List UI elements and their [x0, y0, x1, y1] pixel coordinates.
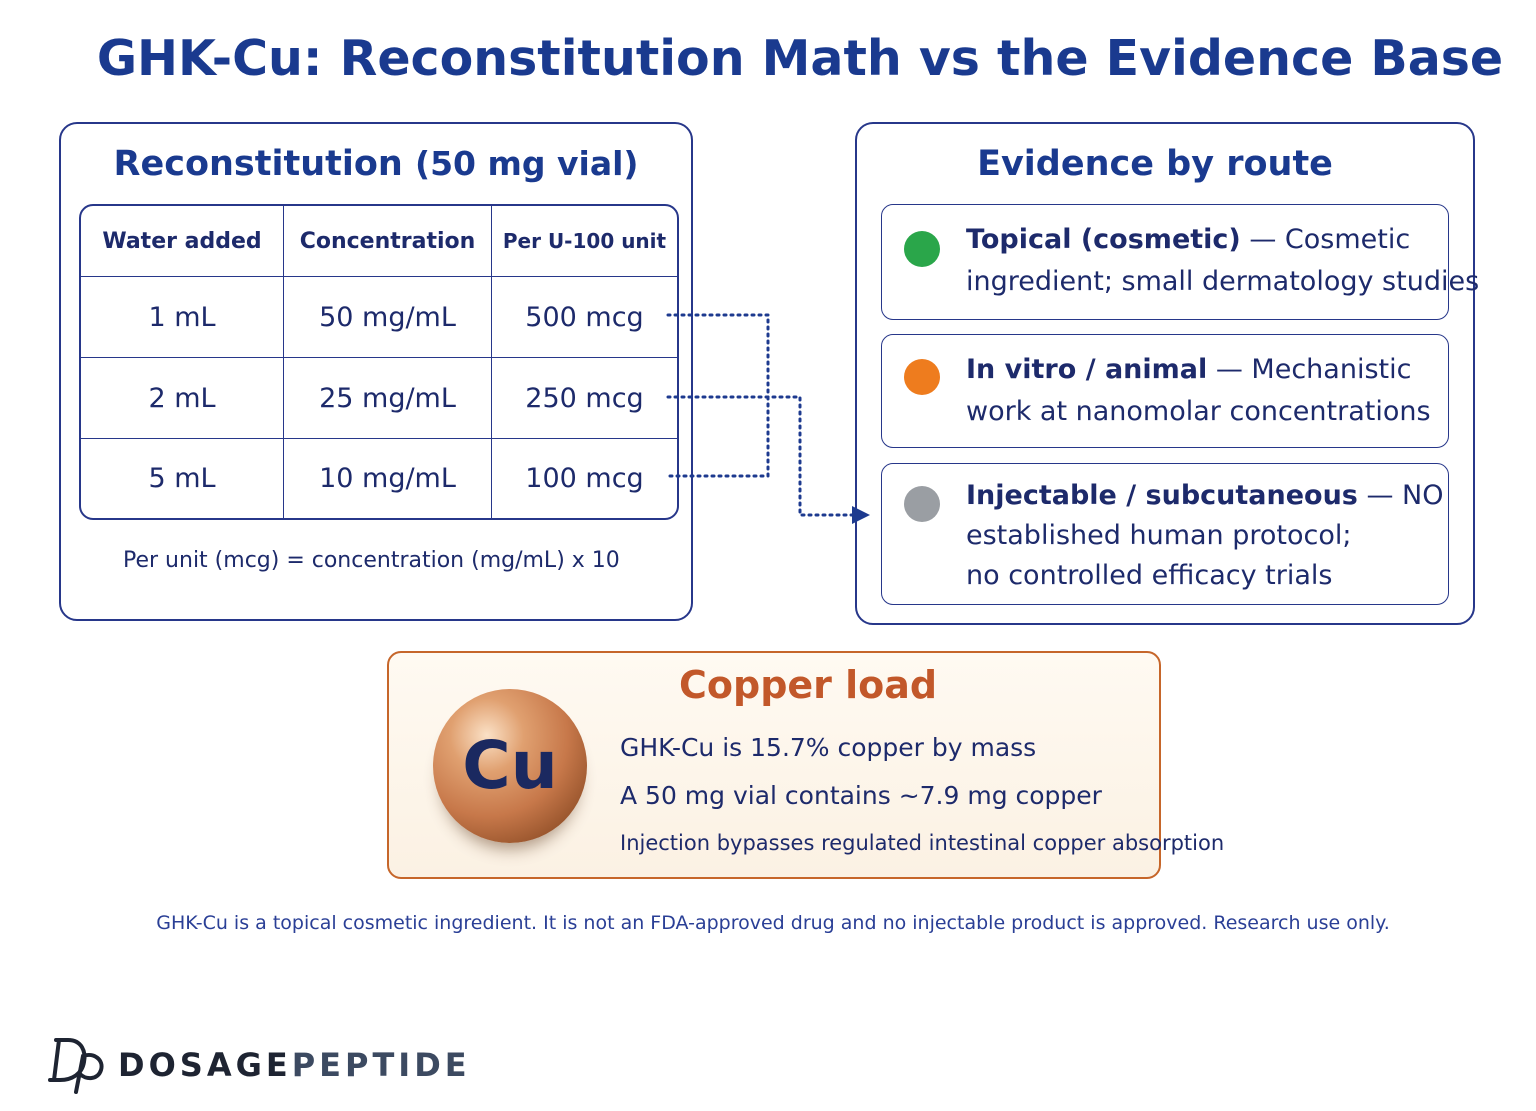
copper-load-panel: Copper load Cu GHK-Cu is 15.7% copper by…: [387, 651, 1224, 879]
header-water-added: Water added: [81, 206, 284, 277]
cell-water: 5 mL: [81, 439, 284, 518]
formula-note: Per unit (mcg) = concentration (mg/mL) x…: [123, 548, 620, 573]
cell-water: 2 mL: [81, 358, 284, 440]
table-row: 2 mL 25 mg/mL 250 mcg: [81, 358, 677, 440]
evidence-route-desc: — NO: [1357, 480, 1444, 511]
evidence-route-label: In vitro / animal: [966, 354, 1208, 385]
table-header-row: Water added Concentration Per U-100 unit: [81, 206, 677, 277]
reconstitution-title-sub: (50 mg vial): [415, 144, 639, 183]
cell-concentration: 25 mg/mL: [284, 358, 492, 440]
evidence-item-text: Topical (cosmetic) — Cosmetic ingredient…: [966, 219, 1480, 303]
reconstitution-title: Reconstitution (50 mg vial): [61, 144, 691, 184]
cell-concentration: 50 mg/mL: [284, 277, 492, 359]
cell-concentration: 10 mg/mL: [284, 439, 492, 518]
arrowhead-icon: [852, 506, 870, 524]
brand-wordmark: DOSAGEPEPTIDE: [118, 1046, 471, 1084]
cell-per-unit: 500 mcg: [492, 277, 677, 359]
evidence-item-injectable: Injectable / subcutaneous — NO establish…: [881, 463, 1449, 605]
header-concentration: Concentration: [284, 206, 492, 277]
copper-symbol: Cu: [462, 727, 558, 804]
evidence-route-desc-line: ingredient; small dermatology studies: [966, 266, 1480, 297]
header-per-unit: Per U-100 unit: [492, 206, 677, 277]
orange-status-dot-icon: [904, 359, 940, 395]
copper-load-title: Copper load: [679, 663, 938, 707]
copper-sphere-icon: Cu: [433, 689, 587, 843]
dp-monogram-icon: [48, 1038, 104, 1094]
cell-water: 1 mL: [81, 277, 284, 359]
copper-fact-2: A 50 mg vial contains ~7.9 mg copper: [620, 781, 1102, 810]
evidence-route-desc: — Mechanistic: [1207, 354, 1412, 385]
disclaimer-text: GHK-Cu is a topical cosmetic ingredient.…: [156, 912, 1390, 934]
copper-fact-1: GHK-Cu is 15.7% copper by mass: [620, 733, 1037, 762]
cell-per-unit: 100 mcg: [525, 463, 644, 495]
evidence-item-topical: Topical (cosmetic) — Cosmetic ingredient…: [881, 204, 1480, 320]
reconstitution-table: Water added Concentration Per U-100 unit…: [79, 204, 679, 520]
evidence-route-desc-line: no controlled efficacy trials: [966, 560, 1333, 591]
brand-part-2: PEPTIDE: [291, 1046, 471, 1084]
table-row: 5 mL 10 mg/mL 100 mcg: [81, 439, 677, 518]
evidence-item-invitro: In vitro / animal — Mechanistic work at …: [881, 334, 1449, 448]
evidence-route-label: Injectable / subcutaneous: [966, 480, 1358, 511]
gray-status-dot-icon: [904, 486, 940, 522]
evidence-title: Evidence by route: [977, 144, 1333, 184]
green-status-dot-icon: [904, 231, 940, 267]
reconstitution-panel: Reconstitution (50 mg vial) Water added …: [59, 122, 693, 621]
cell-per-unit: 250 mcg: [492, 358, 677, 440]
brand-part-1: DOSAGE: [118, 1046, 292, 1084]
evidence-route-desc-line: established human protocol;: [966, 520, 1352, 551]
reconstitution-title-text: Reconstitution: [113, 144, 403, 184]
evidence-panel: Evidence by route Topical (cosmetic) — C…: [855, 122, 1480, 625]
copper-fact-3: Injection bypasses regulated intestinal …: [620, 831, 1225, 855]
connector-line-250-injectable: [666, 395, 858, 517]
evidence-route-label: Topical (cosmetic): [966, 224, 1241, 255]
evidence-item-text: Injectable / subcutaneous — NO establish…: [966, 476, 1446, 596]
page-title: GHK-Cu: Reconstitution Math vs the Evide…: [96, 30, 1504, 87]
table-row: 1 mL 50 mg/mL 500 mcg: [81, 277, 677, 359]
evidence-item-text: In vitro / animal — Mechanistic work at …: [966, 349, 1446, 433]
evidence-route-desc-line: work at nanomolar concentrations: [966, 396, 1431, 427]
evidence-route-desc: — Cosmetic: [1240, 224, 1411, 255]
